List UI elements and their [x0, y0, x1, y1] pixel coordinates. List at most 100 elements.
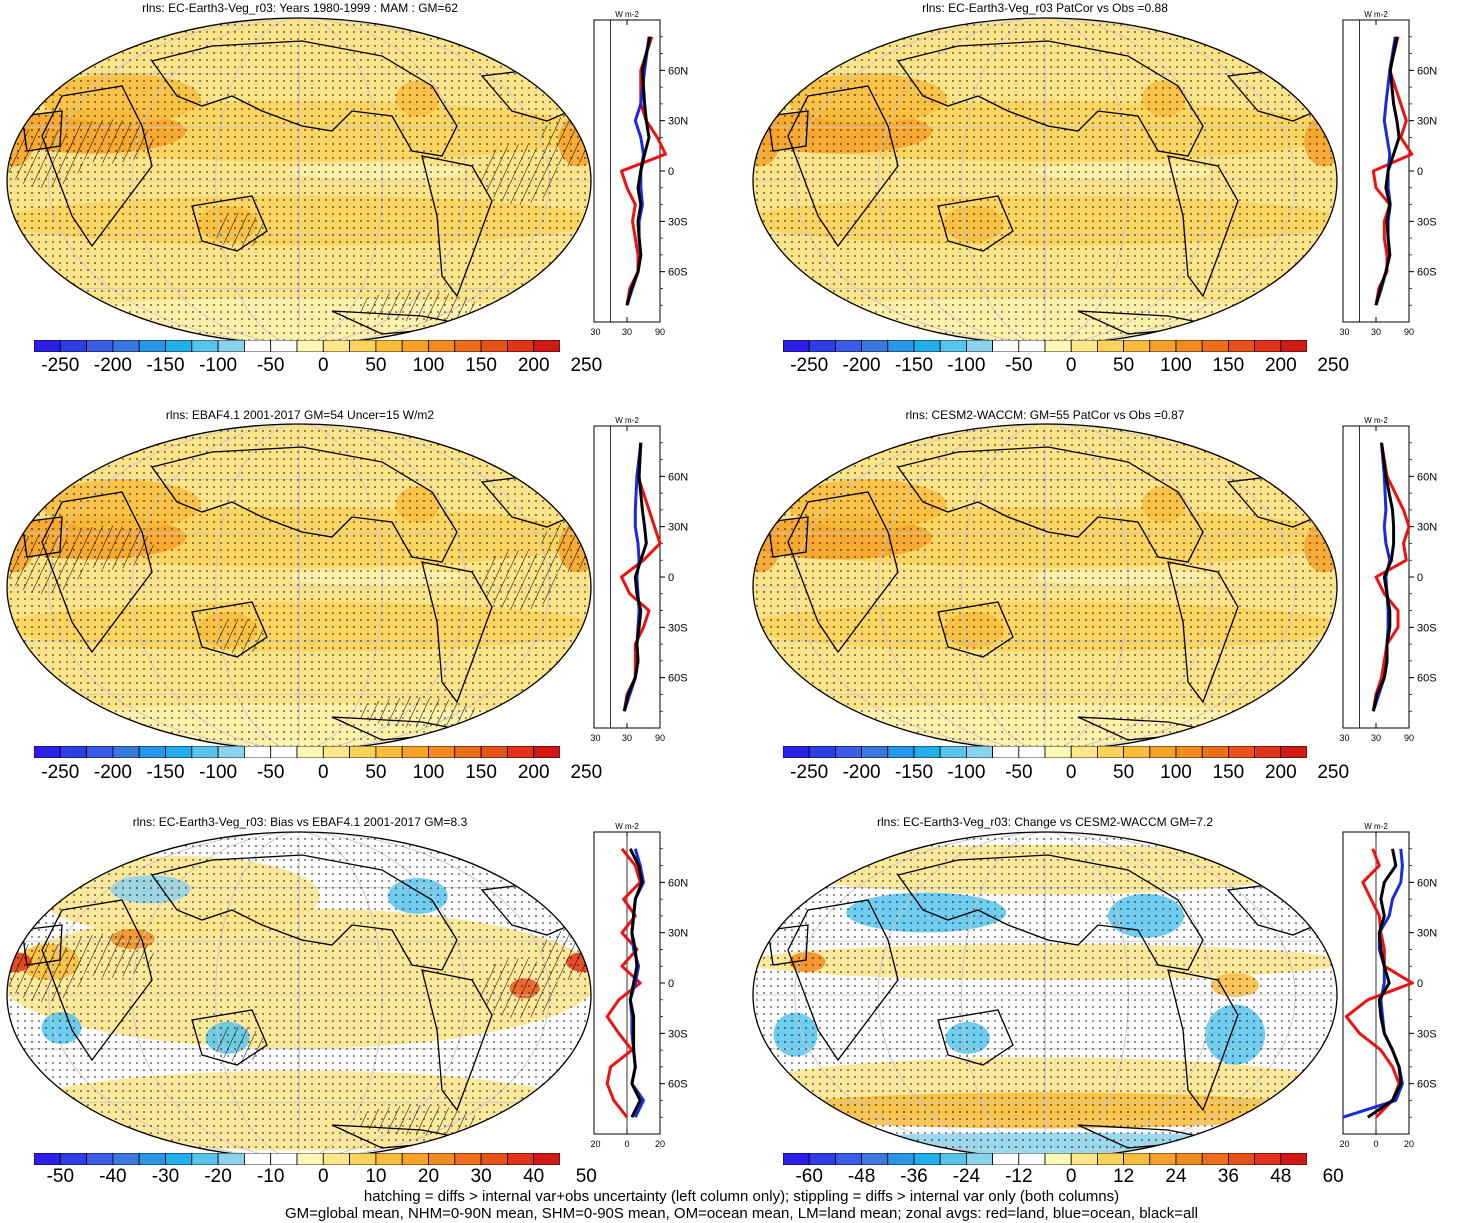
colorbar-segment	[835, 1153, 863, 1165]
colorbar-labels: -50 -40 -30 -20 -10 0 10 20 30 40 50	[34, 1166, 597, 1190]
colorbar-tick-label: -150	[146, 355, 185, 376]
colorbar-segment	[428, 340, 456, 352]
colorbar-segment	[808, 340, 836, 352]
zonal-mean-plot: W m-2 60N 30N 0 30S 60S -20 0 20	[590, 822, 688, 1149]
colorbar-segment	[1018, 746, 1046, 758]
y-tick-label: 30S	[668, 216, 688, 228]
x-tick-label: 30	[1371, 327, 1381, 337]
hatching	[478, 144, 559, 205]
y-tick-label: 0	[668, 978, 674, 990]
colorbar-segment	[322, 1153, 350, 1165]
colorbar-tick-label: 48	[1270, 1166, 1292, 1187]
colorbar-tick-label: 10	[365, 1166, 387, 1187]
hatching	[357, 1105, 478, 1136]
x-tick-label: -30	[590, 327, 601, 337]
colorbar-labels: -250 -200 -150 -100 -50 0 50 100 150 200 250	[783, 355, 1349, 379]
colorbar-tick-label: -40	[99, 1166, 127, 1187]
colorbar-segment	[1149, 746, 1177, 758]
zonal-unit-label: W m-2	[1364, 822, 1388, 831]
colorbar-tick-label: -24	[952, 1166, 981, 1187]
colorbar-segment	[1044, 746, 1072, 758]
colorbar-segment	[783, 1153, 810, 1165]
colorbar-segment	[992, 340, 1020, 352]
zonal-line-land	[1371, 36, 1414, 306]
hatching	[357, 291, 478, 322]
colorbar-tick-label: -50	[46, 1166, 75, 1187]
hatching	[214, 1026, 265, 1063]
colorbar-tick-label: -30	[151, 1166, 180, 1187]
colorbar-segment	[1123, 340, 1151, 352]
zonal-line-all	[1366, 848, 1403, 1119]
hatching	[214, 618, 265, 655]
colorbar-segment	[86, 340, 114, 352]
colorbar-segment	[270, 340, 298, 352]
zonal-mean-plot: W m-2 60N 30N 0 30S 60S -30 30 90	[1339, 416, 1437, 743]
colorbar-tick-label: 150	[465, 355, 497, 376]
colorbar-segment	[428, 1153, 456, 1165]
colorbar-segment	[1254, 1153, 1282, 1165]
colorbar-segment	[428, 746, 456, 758]
colorbar-tick-label: 30	[470, 1166, 492, 1187]
colorbar-segment	[1280, 1153, 1307, 1165]
colorbar-tick-label: -150	[894, 762, 934, 783]
zonal-mean-plot: W m-2 60N 30N 0 30S 60S -20 0 20	[1339, 822, 1437, 1149]
y-tick-label: 30N	[1417, 116, 1437, 128]
x-tick-label: 0	[624, 1139, 629, 1149]
colorbar-segment	[861, 746, 889, 758]
y-tick-label: 30N	[1417, 928, 1437, 940]
colorbar-segment	[34, 340, 61, 352]
colorbar-segment	[1227, 1153, 1255, 1165]
colorbar-tick-label: 24	[1165, 1166, 1187, 1187]
colorbar-tick-label: -250	[790, 762, 829, 783]
colorbar-tick-label: -250	[790, 355, 829, 376]
colorbar-segment	[375, 1153, 403, 1165]
colorbar-segment	[243, 746, 272, 758]
colorbar-segment	[349, 340, 377, 352]
map	[752, 831, 1338, 1159]
colorbar-segment	[86, 746, 114, 758]
zonal-line-all	[628, 848, 644, 1118]
colorbar-segment	[165, 1153, 193, 1165]
y-tick-label: 60N	[668, 65, 688, 77]
colorbar-segment	[454, 1153, 482, 1165]
colorbar-tick-label: 100	[412, 762, 445, 783]
colorbar-segment	[296, 340, 324, 352]
colorbar-segment	[835, 746, 863, 758]
y-tick-label: 30N	[668, 928, 688, 940]
stippling	[753, 18, 1337, 344]
colorbar-segment	[454, 340, 482, 352]
colorbar-tick-label: -20	[204, 1166, 232, 1187]
colorbar-segment	[217, 340, 245, 352]
colorbar-segment	[965, 1153, 993, 1165]
colorbar-segment	[138, 340, 166, 352]
x-tick-label: -20	[1339, 1139, 1350, 1149]
colorbar-segment	[533, 746, 560, 758]
colorbar-segment	[835, 340, 863, 352]
zonal-line-all	[625, 36, 652, 306]
colorbar-segment	[243, 1153, 272, 1165]
colorbar-tick-label: -60	[795, 1166, 823, 1187]
colorbar-tick-label: -100	[199, 762, 238, 783]
colorbar-segment	[1201, 340, 1229, 352]
colorbar-tick-label: 0	[318, 1166, 329, 1187]
colorbar-tick-label: 0	[1065, 355, 1077, 376]
colorbar-tick-label: 50	[1113, 762, 1135, 783]
colorbar-segment	[783, 340, 810, 352]
colorbar-segment	[296, 1153, 324, 1165]
zonal-unit-label: W m-2	[615, 822, 639, 831]
colorbar-tick-label: -150	[894, 355, 934, 376]
colorbar-tick-label: -50	[256, 762, 285, 783]
colorbar-tick-label: 200	[517, 762, 550, 783]
colorbar-segment	[506, 1153, 535, 1165]
map	[6, 423, 592, 751]
x-tick-label: 30	[1371, 733, 1381, 743]
x-tick-label: 90	[1404, 733, 1414, 743]
colorbar-segment	[992, 746, 1020, 758]
colorbar-segment	[375, 746, 403, 758]
colorbar-tick-label: 250	[570, 355, 603, 376]
zonal-frame	[593, 19, 661, 323]
colorbar-segment	[1123, 1153, 1151, 1165]
colorbar-tick-label: 50	[365, 762, 387, 783]
colorbar-tick-label: -12	[1005, 1166, 1033, 1187]
stippling	[753, 832, 1337, 1158]
